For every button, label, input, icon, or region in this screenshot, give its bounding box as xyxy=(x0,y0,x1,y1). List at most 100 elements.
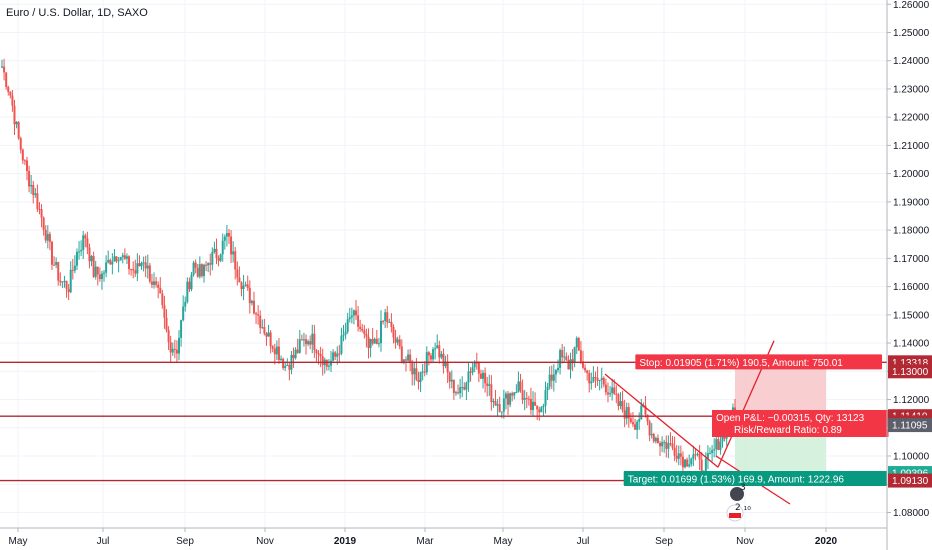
candle-body xyxy=(161,293,164,306)
candle-body xyxy=(346,319,349,332)
candle-body xyxy=(67,288,70,293)
event-markers[interactable]: 3 2 ₁₀ xyxy=(726,483,751,522)
candle-body xyxy=(700,459,703,476)
candle-body xyxy=(146,265,149,269)
candle-body xyxy=(244,284,247,286)
price-tag-label: 1.11095 xyxy=(892,421,928,432)
price-tag-label: 1.13318 xyxy=(892,358,929,369)
candle-body xyxy=(640,405,643,420)
candle-body xyxy=(315,350,318,354)
candle-body xyxy=(302,339,305,341)
candle-body xyxy=(217,258,220,261)
candle-body xyxy=(271,346,274,349)
candle-body xyxy=(38,209,41,211)
candle-body xyxy=(444,361,447,367)
candle-body xyxy=(384,312,387,321)
candle-body xyxy=(477,362,480,374)
candle-body xyxy=(327,365,330,367)
candle-body xyxy=(450,379,453,382)
candle-body xyxy=(242,285,245,290)
candle-body xyxy=(88,247,91,262)
candle-body xyxy=(388,321,391,323)
stop-label: Stop: 0.01905 (1.71%) 190.5, Amount: 750… xyxy=(639,358,843,369)
candle-body xyxy=(75,251,78,266)
candle-body xyxy=(569,359,572,370)
candle-body xyxy=(684,459,687,468)
candle-body xyxy=(173,348,176,350)
candle-body xyxy=(719,441,722,451)
candle-body xyxy=(98,274,101,280)
price-tick-label: 1.22000 xyxy=(893,113,930,124)
candle-body xyxy=(165,317,168,331)
candle-body xyxy=(706,453,709,459)
pnl-label: Open P&L: −0.00315, Qty: 13123 xyxy=(716,413,865,424)
candle-body xyxy=(548,374,551,387)
target-label: Target: 0.01699 (1.53%) 169.9, Amount: 1… xyxy=(628,475,845,486)
candle-body xyxy=(634,424,637,430)
candle-body xyxy=(596,377,599,381)
candle-body xyxy=(613,387,616,394)
candle-body xyxy=(421,371,424,373)
candle-body xyxy=(419,372,422,383)
candle-body xyxy=(59,280,62,283)
candle-body xyxy=(309,341,312,345)
candle-body xyxy=(134,270,137,274)
candle-body xyxy=(711,450,714,453)
candle-body xyxy=(377,343,380,345)
candle-body xyxy=(352,310,355,316)
candle-body xyxy=(248,287,251,304)
candle-body xyxy=(259,315,262,328)
candle-body xyxy=(13,105,16,125)
candle-body xyxy=(513,392,516,396)
candle-body xyxy=(459,387,462,394)
candle-body xyxy=(656,437,659,444)
event-marker-earnings[interactable] xyxy=(730,487,744,501)
price-tick-label: 1.17000 xyxy=(893,254,930,265)
candle-body xyxy=(23,160,26,162)
price-tags: 1.133181.130001.114101.111921.110951.093… xyxy=(888,355,932,488)
candle-body xyxy=(359,326,362,329)
candle-body xyxy=(504,393,507,399)
candle-body xyxy=(296,349,299,353)
candle-body xyxy=(486,383,489,386)
candle-body xyxy=(186,281,189,302)
candle-body xyxy=(665,442,668,449)
candle-body xyxy=(298,339,301,353)
price-tag-label: 1.13000 xyxy=(892,367,929,378)
candle-body xyxy=(277,346,280,360)
candle-body xyxy=(273,348,276,355)
candle-body xyxy=(209,263,212,265)
candle-body xyxy=(615,393,618,395)
candle-body xyxy=(434,348,437,350)
candle-body xyxy=(442,353,445,367)
candle-body xyxy=(180,320,183,338)
candle-body xyxy=(225,233,228,237)
candle-body xyxy=(394,337,397,343)
candle-body xyxy=(492,401,495,403)
price-tick-label: 1.12000 xyxy=(893,395,930,406)
candle-body xyxy=(417,379,420,383)
stop-label-box xyxy=(635,354,882,370)
candle-body xyxy=(573,347,576,363)
candle-body xyxy=(107,259,110,263)
candle-body xyxy=(325,359,328,367)
candle-body xyxy=(611,387,614,394)
price-tag-bg xyxy=(888,418,932,433)
price-tick-label: 1.18000 xyxy=(893,226,930,237)
candle-body xyxy=(234,251,237,270)
candle-body xyxy=(282,358,285,369)
candle-body xyxy=(621,401,624,411)
candle-body xyxy=(350,315,353,318)
candle-body xyxy=(275,346,278,355)
candle-body xyxy=(463,387,466,390)
candle-body xyxy=(121,255,124,258)
trendline[interactable] xyxy=(604,373,719,468)
candle-body xyxy=(78,251,81,253)
candle-body xyxy=(140,262,143,267)
candle-body xyxy=(61,281,64,283)
candle-body xyxy=(321,356,324,366)
candle-body xyxy=(55,261,58,265)
candle-body xyxy=(509,393,512,405)
